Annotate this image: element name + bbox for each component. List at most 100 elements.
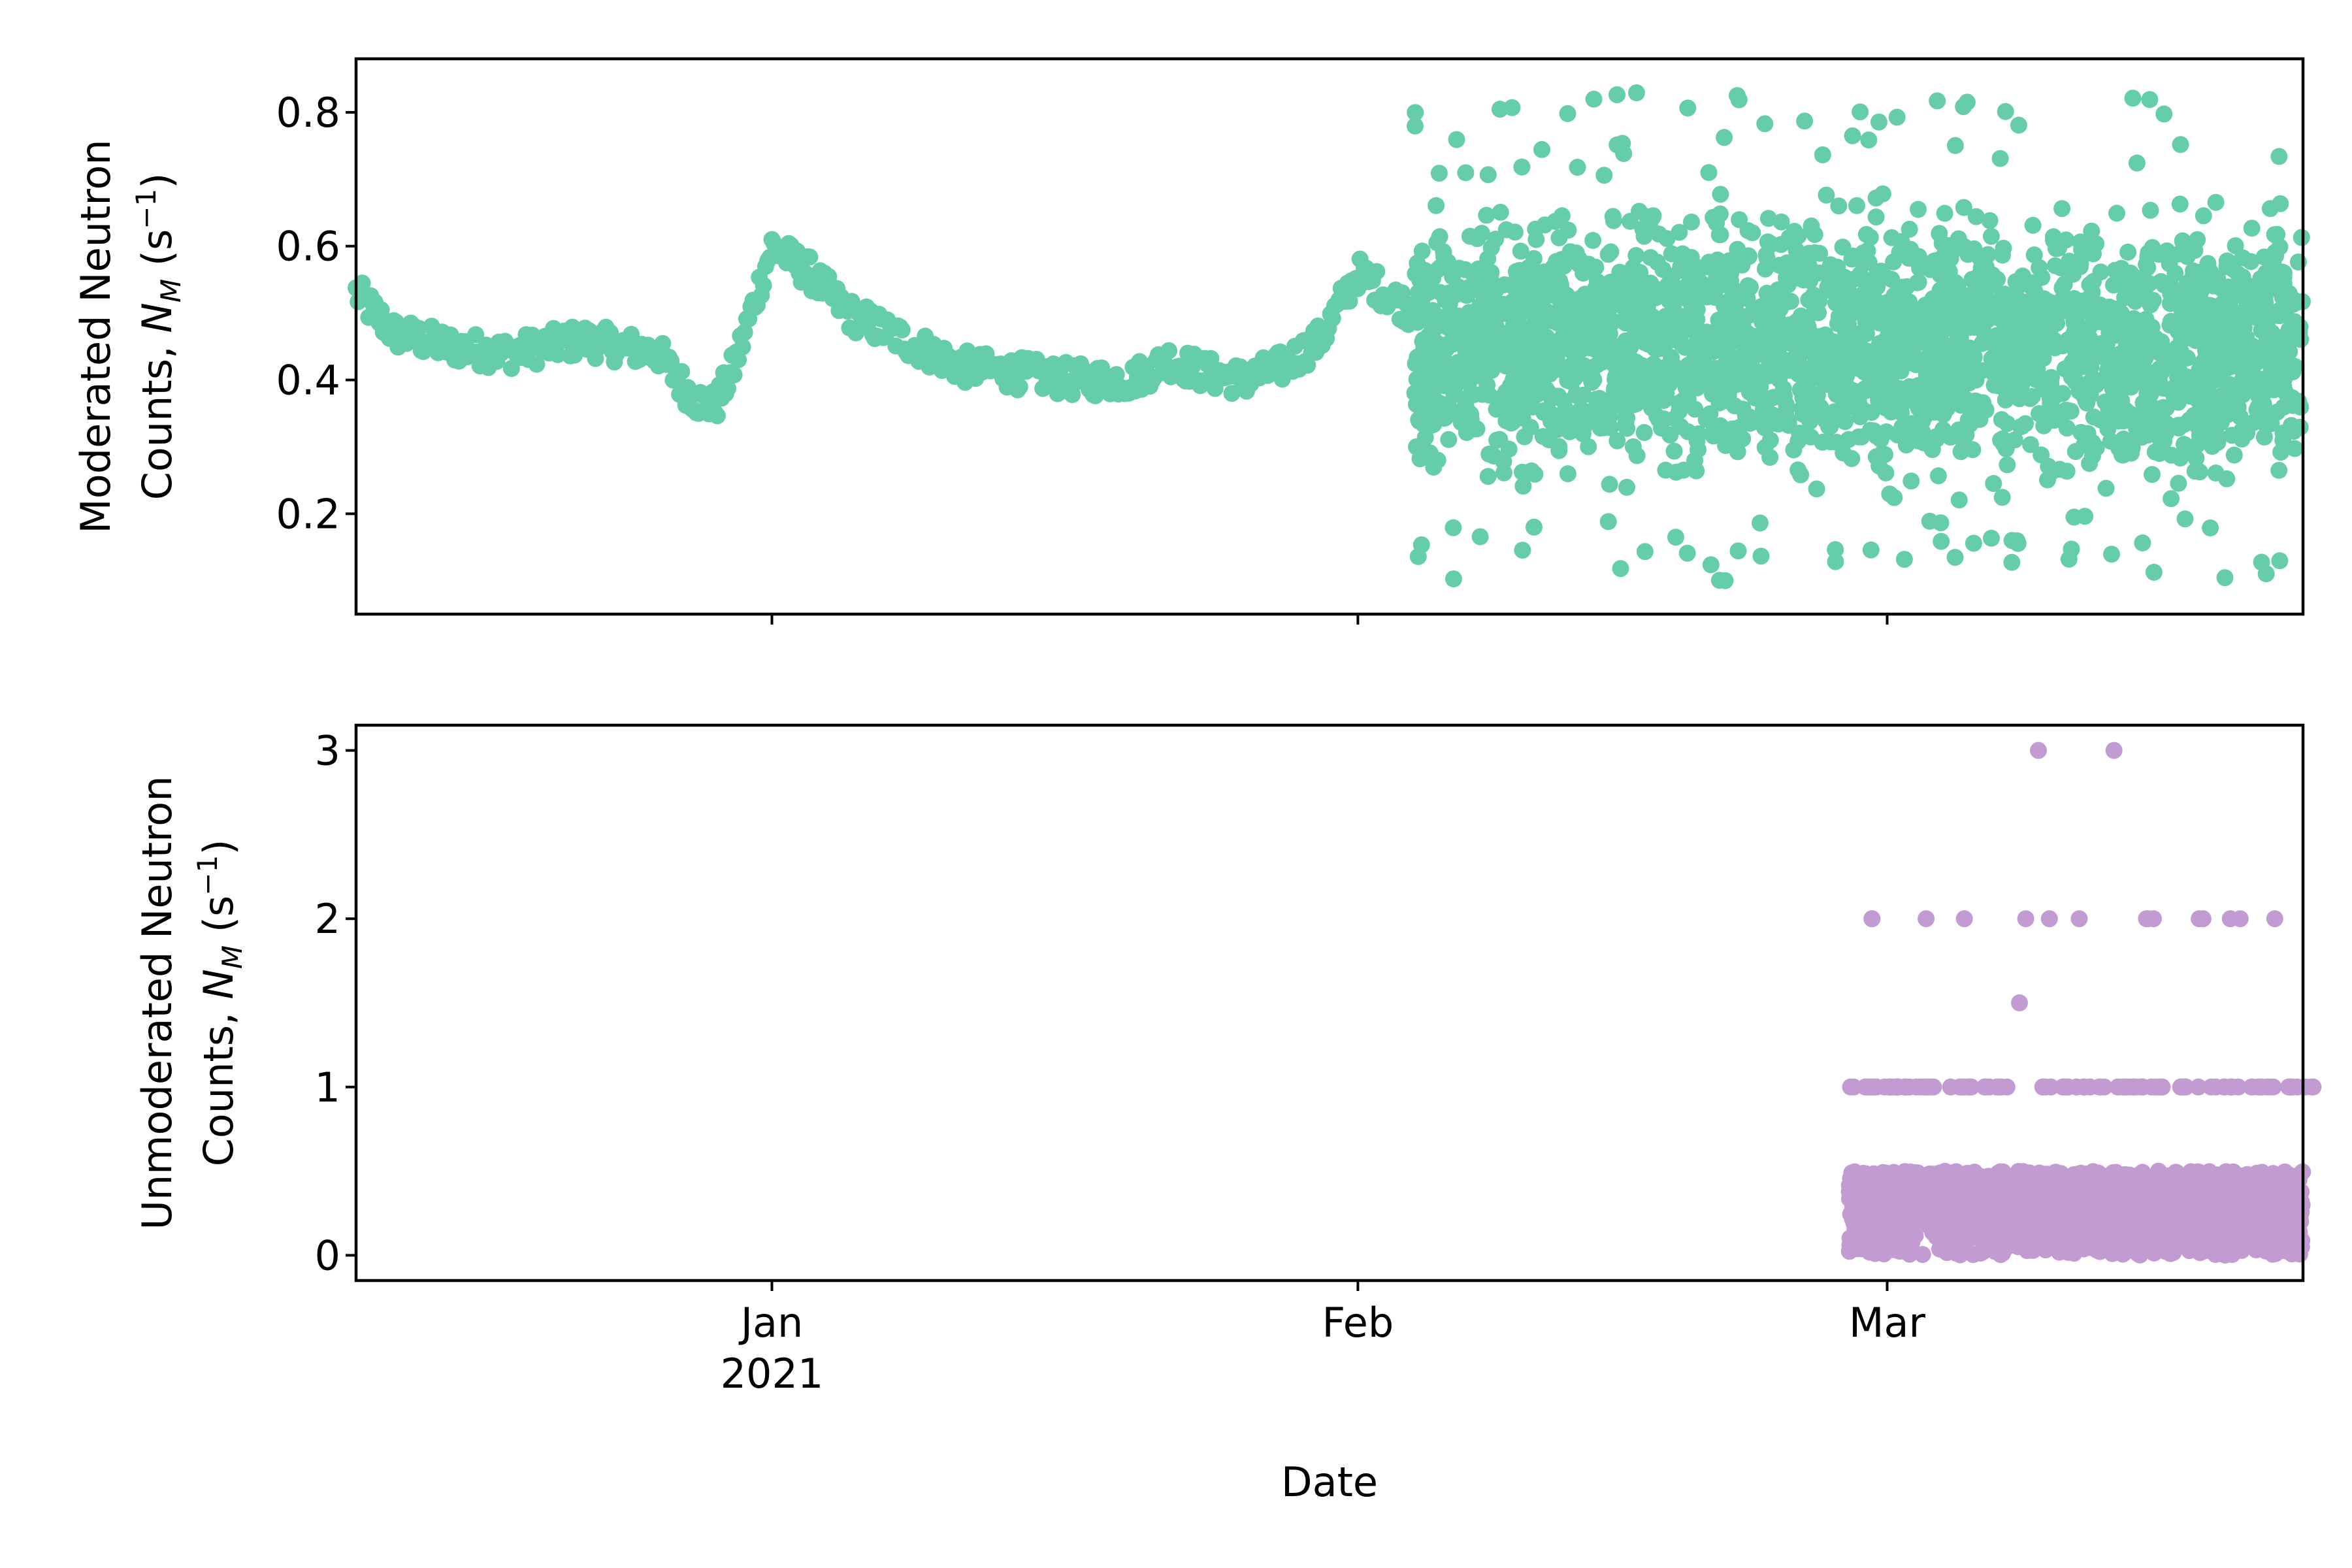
data-point bbox=[1559, 465, 1576, 483]
data-point bbox=[1657, 308, 1674, 325]
data-point bbox=[2281, 1188, 2298, 1205]
data-point bbox=[1572, 357, 1589, 374]
data-point bbox=[1578, 414, 1595, 432]
data-point bbox=[2222, 314, 2240, 331]
data-point bbox=[1976, 274, 1994, 292]
data-point bbox=[1842, 384, 1860, 402]
data-point bbox=[2155, 105, 2173, 123]
data-point bbox=[1897, 294, 1915, 312]
data-point bbox=[1679, 423, 1697, 440]
data-point bbox=[2114, 370, 2131, 387]
data-point bbox=[1934, 421, 1952, 438]
data-point bbox=[2103, 546, 2120, 563]
data-point bbox=[1816, 326, 1834, 344]
data-point bbox=[1918, 1175, 1935, 1192]
data-point bbox=[1888, 312, 1906, 330]
data-point bbox=[1609, 86, 1625, 103]
data-point bbox=[1712, 186, 1729, 203]
y-tick-label: 0.2 bbox=[276, 490, 340, 538]
data-point bbox=[1970, 248, 1988, 266]
data-point bbox=[1602, 243, 1620, 261]
data-point bbox=[1689, 259, 1707, 276]
data-point bbox=[1650, 225, 1668, 243]
data-point bbox=[2109, 1078, 2127, 1096]
data-point bbox=[1730, 91, 1748, 108]
data-point bbox=[1531, 370, 1548, 387]
data-point bbox=[1880, 1078, 1898, 1096]
data-point bbox=[1859, 360, 1876, 378]
data-point bbox=[1983, 529, 2000, 547]
data-point bbox=[2070, 910, 2088, 928]
data-point bbox=[1929, 92, 1946, 110]
data-point bbox=[1601, 312, 1619, 330]
moderated-ylabel-line2: Counts, NM (s−1) bbox=[130, 173, 187, 500]
data-point bbox=[2047, 1164, 2065, 1181]
data-point bbox=[2042, 1078, 2059, 1096]
data-point bbox=[2261, 200, 2279, 218]
data-point bbox=[2201, 267, 2219, 284]
data-point bbox=[1950, 491, 1968, 509]
data-point bbox=[2191, 463, 2208, 481]
data-point bbox=[2066, 443, 2084, 461]
data-point bbox=[1852, 103, 1869, 121]
data-point bbox=[1903, 342, 1921, 359]
data-point bbox=[755, 276, 772, 294]
data-point bbox=[2097, 1184, 2115, 1201]
data-point bbox=[1812, 399, 1829, 416]
y-tick-label: 0.4 bbox=[276, 357, 340, 404]
data-point bbox=[1867, 189, 1885, 207]
data-point bbox=[1929, 467, 1947, 485]
data-point bbox=[2036, 381, 2053, 399]
data-point bbox=[2102, 433, 2119, 450]
data-point bbox=[1491, 101, 1509, 118]
data-point bbox=[1620, 270, 1637, 287]
data-point bbox=[1999, 456, 2016, 474]
data-point bbox=[2264, 268, 2281, 286]
data-point bbox=[2083, 284, 2101, 301]
data-point bbox=[2024, 1241, 2042, 1259]
data-point bbox=[1726, 282, 1743, 299]
data-point bbox=[1899, 1205, 1917, 1222]
data-point bbox=[1948, 1208, 1966, 1226]
data-point bbox=[1994, 246, 2011, 264]
data-point bbox=[1640, 285, 1658, 302]
data-point bbox=[1821, 282, 1838, 299]
data-point bbox=[1830, 308, 1848, 325]
data-point bbox=[1479, 468, 1497, 485]
data-point bbox=[1914, 1246, 1931, 1264]
data-point bbox=[1789, 461, 1807, 479]
data-point bbox=[2051, 1243, 2068, 1261]
data-point bbox=[2174, 232, 2191, 250]
data-point bbox=[1726, 397, 1743, 415]
data-point bbox=[2066, 291, 2084, 309]
data-point bbox=[2217, 295, 2234, 312]
data-point bbox=[2284, 397, 2302, 414]
data-point bbox=[1870, 1242, 1887, 1260]
data-point bbox=[1997, 391, 2014, 409]
data-point bbox=[1612, 560, 1629, 578]
data-point bbox=[1609, 432, 1626, 449]
data-point bbox=[2128, 154, 2146, 172]
data-point bbox=[1966, 1164, 1984, 1181]
data-point bbox=[2183, 270, 2200, 287]
data-point bbox=[1567, 244, 1585, 262]
data-point bbox=[1513, 158, 1531, 176]
data-point bbox=[1948, 324, 1965, 342]
data-point bbox=[1595, 167, 1613, 184]
moderated-axes-frame bbox=[354, 57, 2305, 616]
data-point bbox=[1644, 314, 1662, 331]
data-point bbox=[1460, 361, 1478, 378]
data-point bbox=[1479, 166, 1497, 184]
data-point bbox=[1592, 392, 1609, 410]
unmoderated-axes-frame bbox=[354, 723, 2305, 1282]
data-point bbox=[725, 366, 743, 384]
data-point bbox=[2178, 349, 2196, 367]
data-point bbox=[2225, 1200, 2242, 1218]
data-point bbox=[1588, 306, 1605, 323]
data-point bbox=[1748, 380, 1765, 397]
data-point bbox=[2132, 1181, 2149, 1198]
data-point bbox=[1710, 572, 1728, 589]
data-point bbox=[1535, 284, 1552, 302]
